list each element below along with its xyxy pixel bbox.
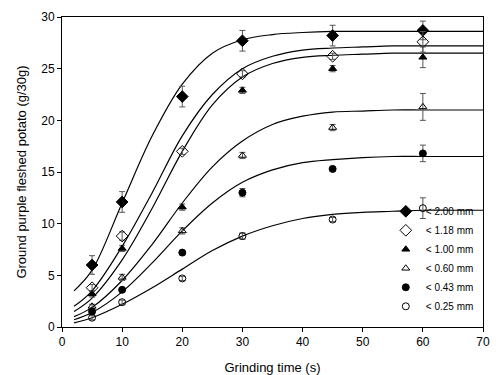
svg-text:30: 30 [41, 10, 55, 24]
svg-text:20: 20 [41, 114, 55, 128]
svg-text:15: 15 [41, 165, 55, 179]
svg-text:10: 10 [41, 217, 55, 231]
svg-text:< 0.43 mm: < 0.43 mm [426, 282, 474, 293]
svg-text:10: 10 [115, 335, 129, 349]
svg-text:40: 40 [296, 335, 310, 349]
svg-text:25: 25 [41, 62, 55, 76]
svg-text:0: 0 [59, 335, 66, 349]
svg-text:0: 0 [48, 320, 55, 334]
svg-text:< 1.00 mm: < 1.00 mm [426, 244, 474, 255]
svg-text:< 1.18 mm: < 1.18 mm [426, 225, 474, 236]
svg-text:Ground purple fleshed potato (: Ground purple fleshed potato (g/30g) [14, 65, 29, 278]
svg-text:50: 50 [356, 335, 370, 349]
svg-text:< 0.25 mm: < 0.25 mm [426, 301, 474, 312]
svg-text:20: 20 [176, 335, 190, 349]
svg-text:30: 30 [236, 335, 250, 349]
svg-text:70: 70 [476, 335, 490, 349]
svg-text:60: 60 [416, 335, 430, 349]
svg-text:< 2.00 mm: < 2.00 mm [426, 206, 474, 217]
svg-text:5: 5 [48, 269, 55, 283]
svg-text:Grinding time (s): Grinding time (s) [224, 360, 320, 375]
svg-text:< 0.60 mm: < 0.60 mm [426, 263, 474, 274]
